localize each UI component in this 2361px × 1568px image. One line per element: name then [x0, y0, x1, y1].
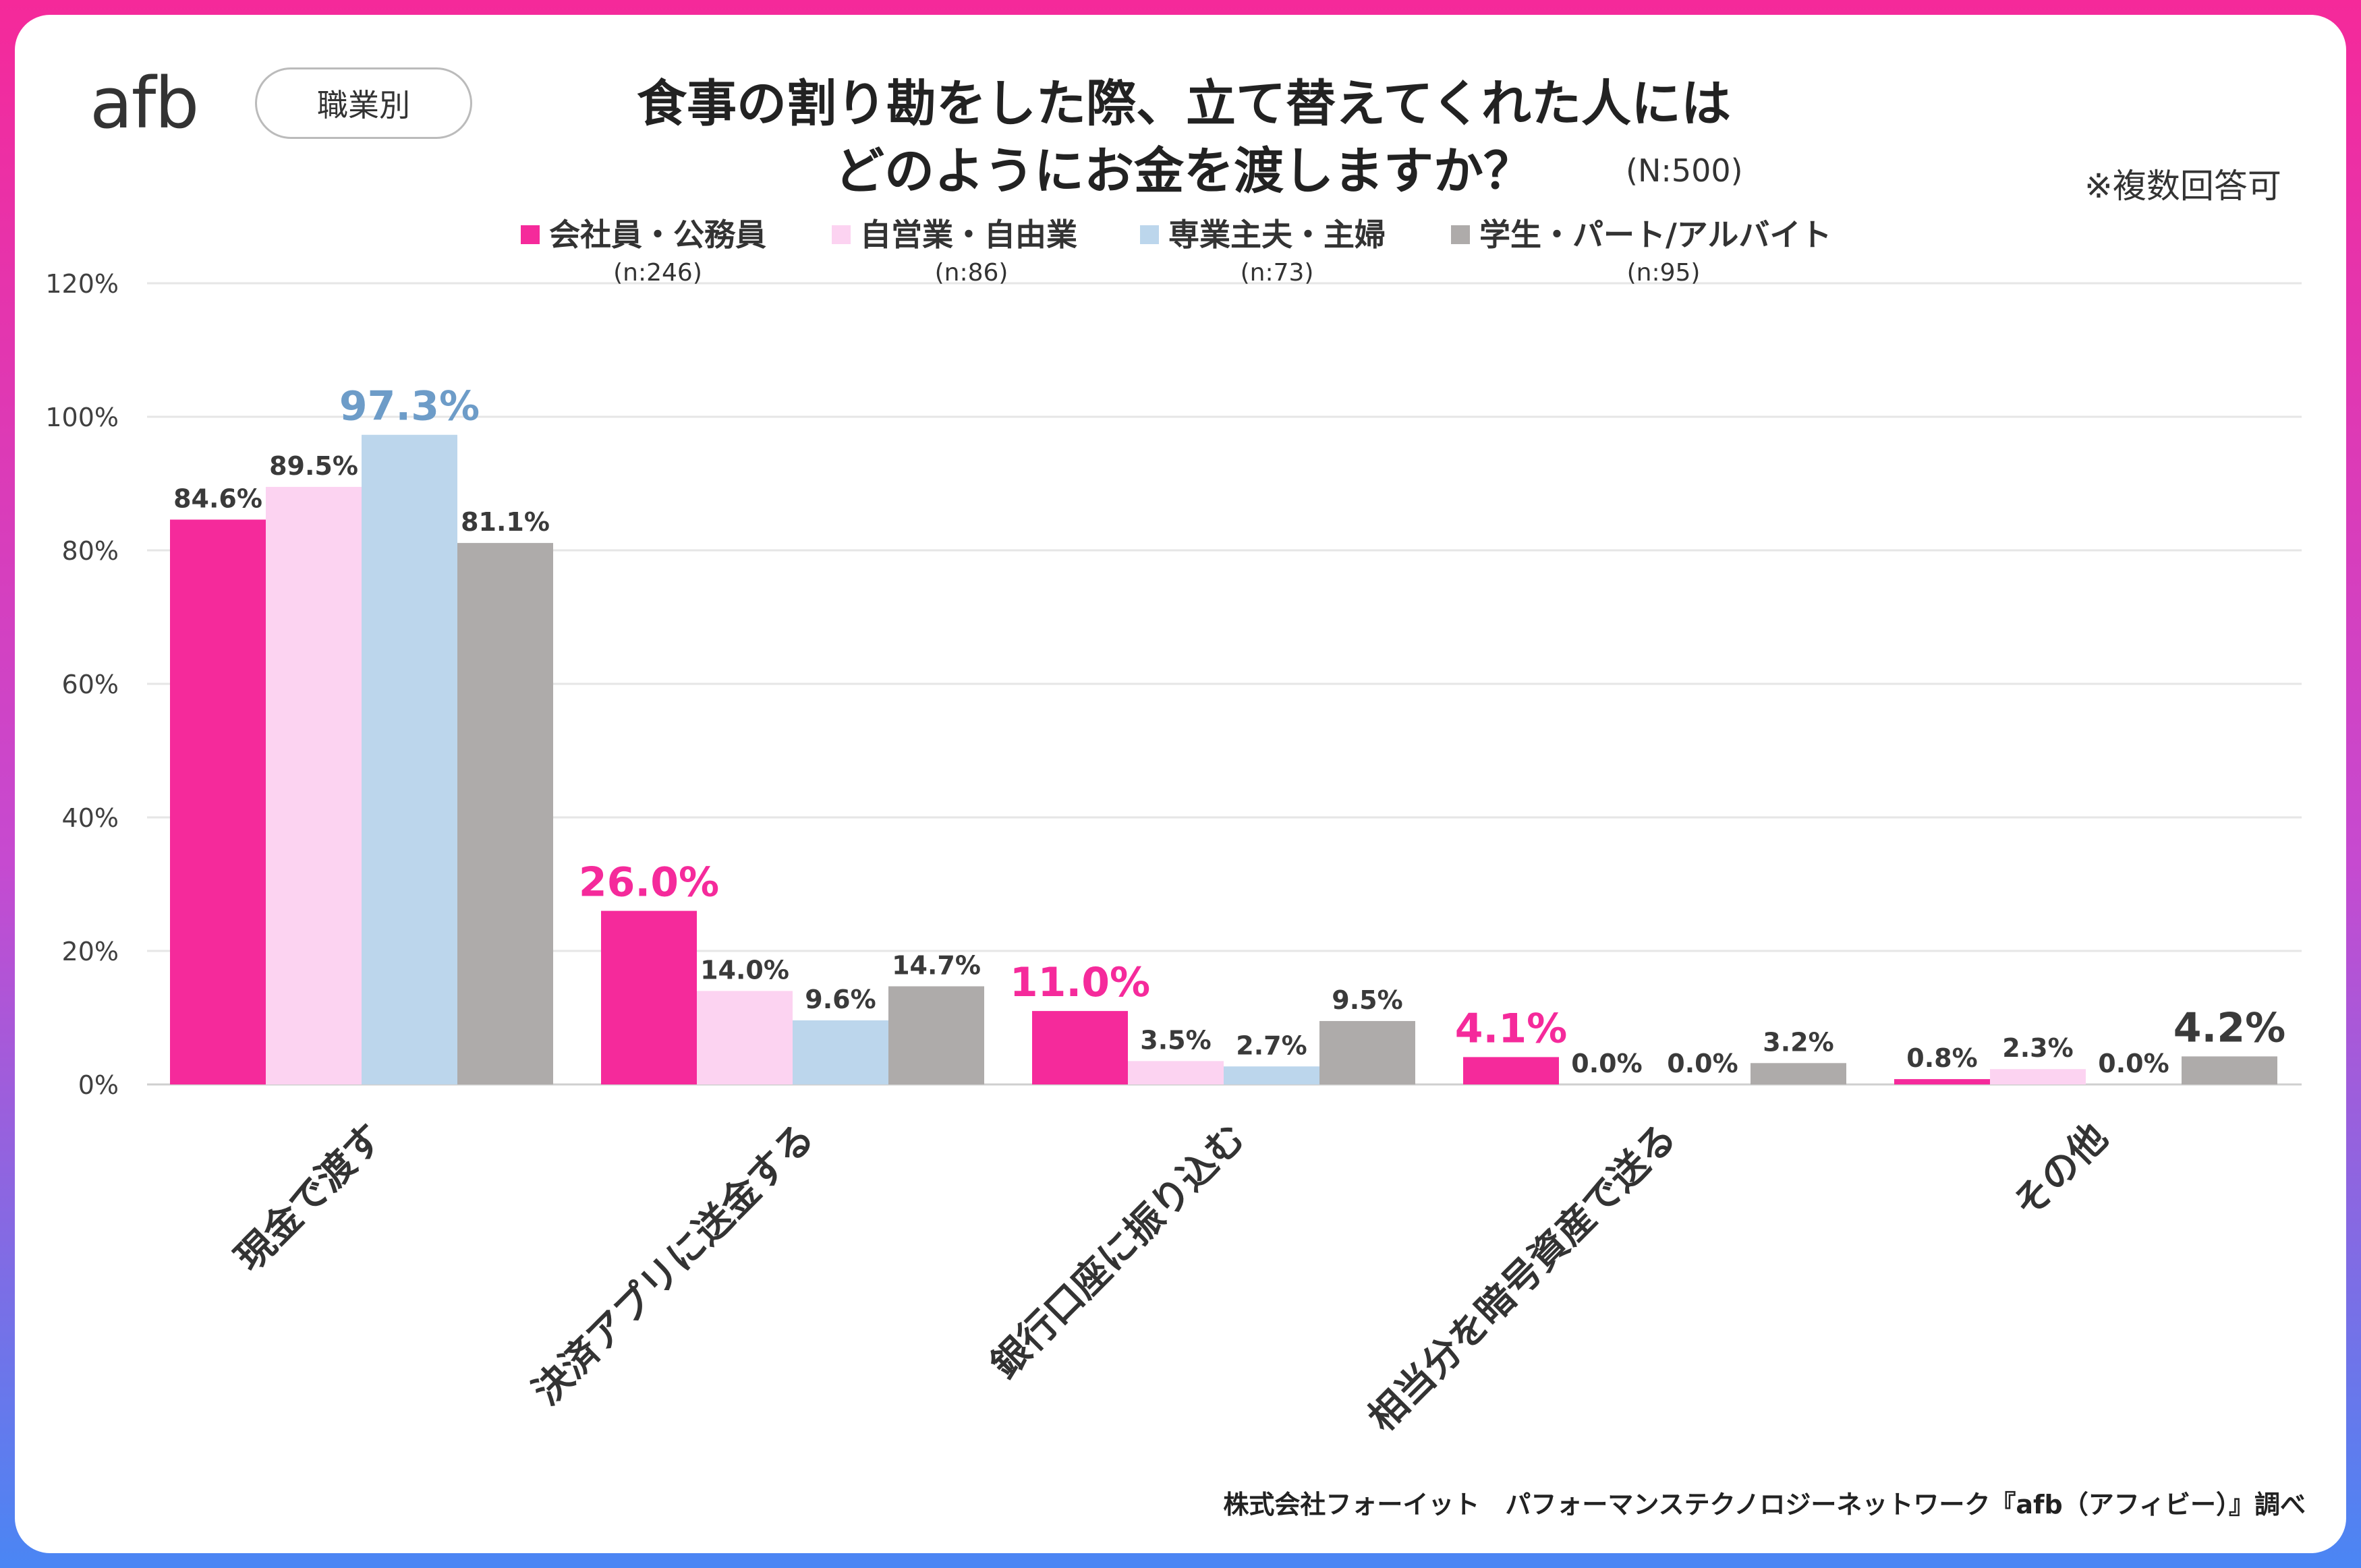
data-label: 3.2% [1763, 1027, 1833, 1057]
data-label: 0.0% [1667, 1049, 1738, 1078]
data-label: 9.6% [805, 985, 876, 1014]
bar [888, 986, 984, 1084]
bar [2182, 1056, 2277, 1084]
bar [1319, 1020, 1415, 1084]
y-tick-label: 120% [45, 269, 119, 299]
data-label: 14.7% [892, 950, 981, 980]
y-tick-label: 0% [78, 1070, 119, 1100]
legend-label: 学生・パート/アルバイト [1479, 216, 1831, 253]
legend-n-label: (n:246) [613, 259, 702, 287]
bar [1224, 1066, 1319, 1084]
legend-label: 会社員・公務員 [549, 216, 766, 253]
y-axis-ticks: 0% 20% 40% 60% 80% 100% 120% [45, 269, 119, 1100]
data-label: 2.3% [2002, 1033, 2073, 1063]
legend-swatch [1451, 225, 1470, 244]
bar [362, 434, 457, 1084]
bar [1463, 1057, 1559, 1084]
bar [697, 991, 793, 1084]
data-label: 2.7% [1236, 1030, 1307, 1060]
bar [266, 486, 362, 1084]
data-label: 0.0% [2098, 1049, 2169, 1078]
title-line-2: どのようにお金を渡しますか？ [834, 142, 1533, 200]
legend-n-label: (n:86) [935, 259, 1008, 287]
total-n-label: (N:500) [1626, 152, 1743, 189]
data-label: 11.0% [1010, 959, 1150, 1006]
legend-n-label: (n:95) [1627, 259, 1701, 287]
data-label: 81.1% [461, 507, 550, 537]
data-label: 84.6% [173, 484, 262, 513]
bar [457, 543, 553, 1084]
chart-title: 食事の割り勘をした際、立て替えてくれた人には どのようにお金を渡しますか？ [513, 70, 1855, 205]
category-pill: 職業別 [255, 67, 472, 139]
x-category-label: 相当分を暗号資産で送る [1360, 1115, 1685, 1441]
y-tick-label: 40% [62, 803, 119, 833]
x-axis-categories: 現金で渡す 決済アプリに送金する 銀行口座に振り込む 相当分を暗号資産で送る その他 [227, 1115, 2116, 1441]
bar [793, 1020, 888, 1084]
source-footer: 株式会社フォーイット パフォーマンステクノロジーネットワーク『afb（アフィビー… [1223, 1490, 2306, 1519]
bar [1128, 1061, 1224, 1084]
data-label: 0.0% [1571, 1049, 1642, 1078]
bar [1751, 1063, 1846, 1084]
legend-label: 自営業・自由業 [860, 216, 1077, 253]
data-label: 89.5% [269, 451, 358, 481]
bars [170, 434, 2277, 1084]
legend-item: 学生・パート/アルバイト (n:95) [1451, 216, 1831, 287]
legend-label: 専業主夫・主婦 [1168, 216, 1386, 253]
bar [170, 519, 266, 1084]
data-label: 4.2% [2173, 1004, 2285, 1051]
bar [1894, 1079, 1990, 1084]
legend-n-label: (n:73) [1241, 259, 1314, 287]
legend: 会社員・公務員 (n:246) 自営業・自由業 (n:86) 専業主夫・主婦 (n:73)… [521, 216, 1831, 287]
data-label: 0.8% [1906, 1043, 1977, 1073]
data-label: 26.0% [579, 859, 719, 906]
legend-swatch [1140, 225, 1159, 244]
legend-item: 会社員・公務員 (n:246) [521, 216, 766, 287]
x-category-label: その他 [2005, 1115, 2116, 1227]
x-category-label: 銀行口座に振り込む [983, 1115, 1254, 1387]
legend-item: 自営業・自由業 (n:86) [832, 216, 1077, 287]
y-tick-label: 60% [62, 670, 119, 699]
y-tick-label: 20% [62, 937, 119, 966]
data-label: 97.3% [339, 383, 480, 430]
x-category-label: 現金で渡す [227, 1115, 392, 1280]
legend-swatch [521, 225, 540, 244]
x-category-label: 決済アプリに送金する [525, 1115, 823, 1414]
title-line-1: 食事の割り勘をした際、立て替えてくれた人には [636, 75, 1732, 133]
bar [601, 910, 697, 1084]
data-label: 4.1% [1455, 1005, 1567, 1052]
legend-swatch [832, 225, 851, 244]
legend-item: 専業主夫・主婦 (n:73) [1140, 216, 1386, 287]
data-label: 9.5% [1332, 985, 1402, 1015]
data-label: 3.5% [1140, 1025, 1211, 1055]
data-label: 14.0% [700, 955, 789, 985]
multiple-answer-note: ※複数回答可 [2084, 167, 2281, 206]
bar [1990, 1069, 2086, 1084]
bar [1032, 1011, 1128, 1084]
data-labels: 84.6%89.5% 97.3% 81.1% 26.0% 14.0% 9.6% 14.7% 1… [173, 383, 2285, 1078]
y-tick-label: 100% [45, 403, 119, 432]
y-tick-label: 80% [62, 536, 119, 566]
